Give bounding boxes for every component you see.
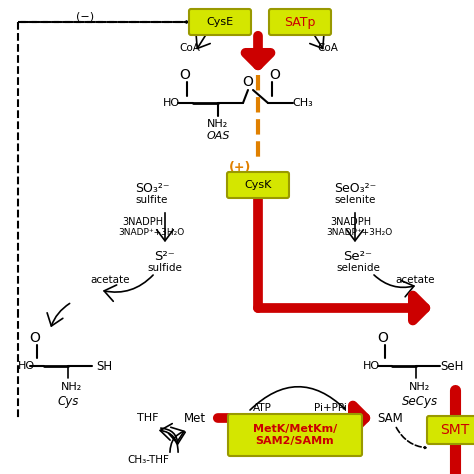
Text: NH₂: NH₂ (410, 382, 430, 392)
Text: CysK: CysK (244, 180, 272, 190)
Text: acetate: acetate (90, 275, 130, 285)
FancyBboxPatch shape (189, 9, 251, 35)
Text: SATp: SATp (284, 16, 316, 28)
Text: (+): (+) (229, 162, 251, 174)
Text: NH₂: NH₂ (61, 382, 82, 392)
Text: sulfite: sulfite (136, 195, 168, 205)
Text: 3NADP⁺+3H₂O: 3NADP⁺+3H₂O (118, 228, 184, 237)
Text: O: O (378, 331, 388, 345)
Text: CysE: CysE (207, 17, 234, 27)
Text: 3NADPH: 3NADPH (122, 217, 163, 227)
Text: ATP: ATP (253, 403, 272, 413)
Text: SeH: SeH (440, 359, 464, 373)
Text: HO: HO (163, 98, 180, 108)
Text: 3NADP⁺+3H₂O: 3NADP⁺+3H₂O (326, 228, 392, 237)
Text: (−): (−) (76, 11, 94, 21)
Text: O: O (180, 68, 191, 82)
Text: sulfide: sulfide (147, 263, 182, 273)
Text: CoA: CoA (180, 43, 201, 53)
FancyBboxPatch shape (427, 416, 474, 444)
Text: MetK/MetKm/
SAM2/SAMm: MetK/MetKm/ SAM2/SAMm (253, 424, 337, 446)
Text: OAS: OAS (206, 131, 230, 141)
Text: CH₃-THF: CH₃-THF (127, 455, 169, 465)
Text: O: O (270, 68, 281, 82)
Text: SH: SH (96, 359, 112, 373)
Text: Pi+PPi: Pi+PPi (314, 403, 346, 413)
Text: Cys: Cys (57, 395, 79, 409)
Text: SMT: SMT (440, 423, 470, 437)
Text: S²⁻: S²⁻ (155, 250, 175, 264)
Text: CoA: CoA (318, 43, 338, 53)
FancyBboxPatch shape (227, 172, 289, 198)
Text: SAM: SAM (377, 411, 403, 425)
Text: Se²⁻: Se²⁻ (344, 250, 373, 264)
Text: Met: Met (184, 411, 206, 425)
Text: HO: HO (363, 361, 380, 371)
Text: selenite: selenite (334, 195, 376, 205)
Text: CH₃: CH₃ (292, 98, 313, 108)
Text: SeO₃²⁻: SeO₃²⁻ (334, 182, 376, 194)
Text: 3NADPH: 3NADPH (330, 217, 371, 227)
Text: selenide: selenide (336, 263, 380, 273)
Text: O: O (29, 331, 40, 345)
Text: HO: HO (18, 361, 35, 371)
Text: THF: THF (137, 413, 159, 423)
FancyBboxPatch shape (228, 414, 362, 456)
Text: O: O (243, 75, 254, 89)
Text: SO₃²⁻: SO₃²⁻ (135, 182, 169, 194)
FancyBboxPatch shape (269, 9, 331, 35)
Text: NH₂: NH₂ (207, 119, 228, 129)
Text: acetate: acetate (395, 275, 435, 285)
Text: SeCys: SeCys (402, 395, 438, 409)
